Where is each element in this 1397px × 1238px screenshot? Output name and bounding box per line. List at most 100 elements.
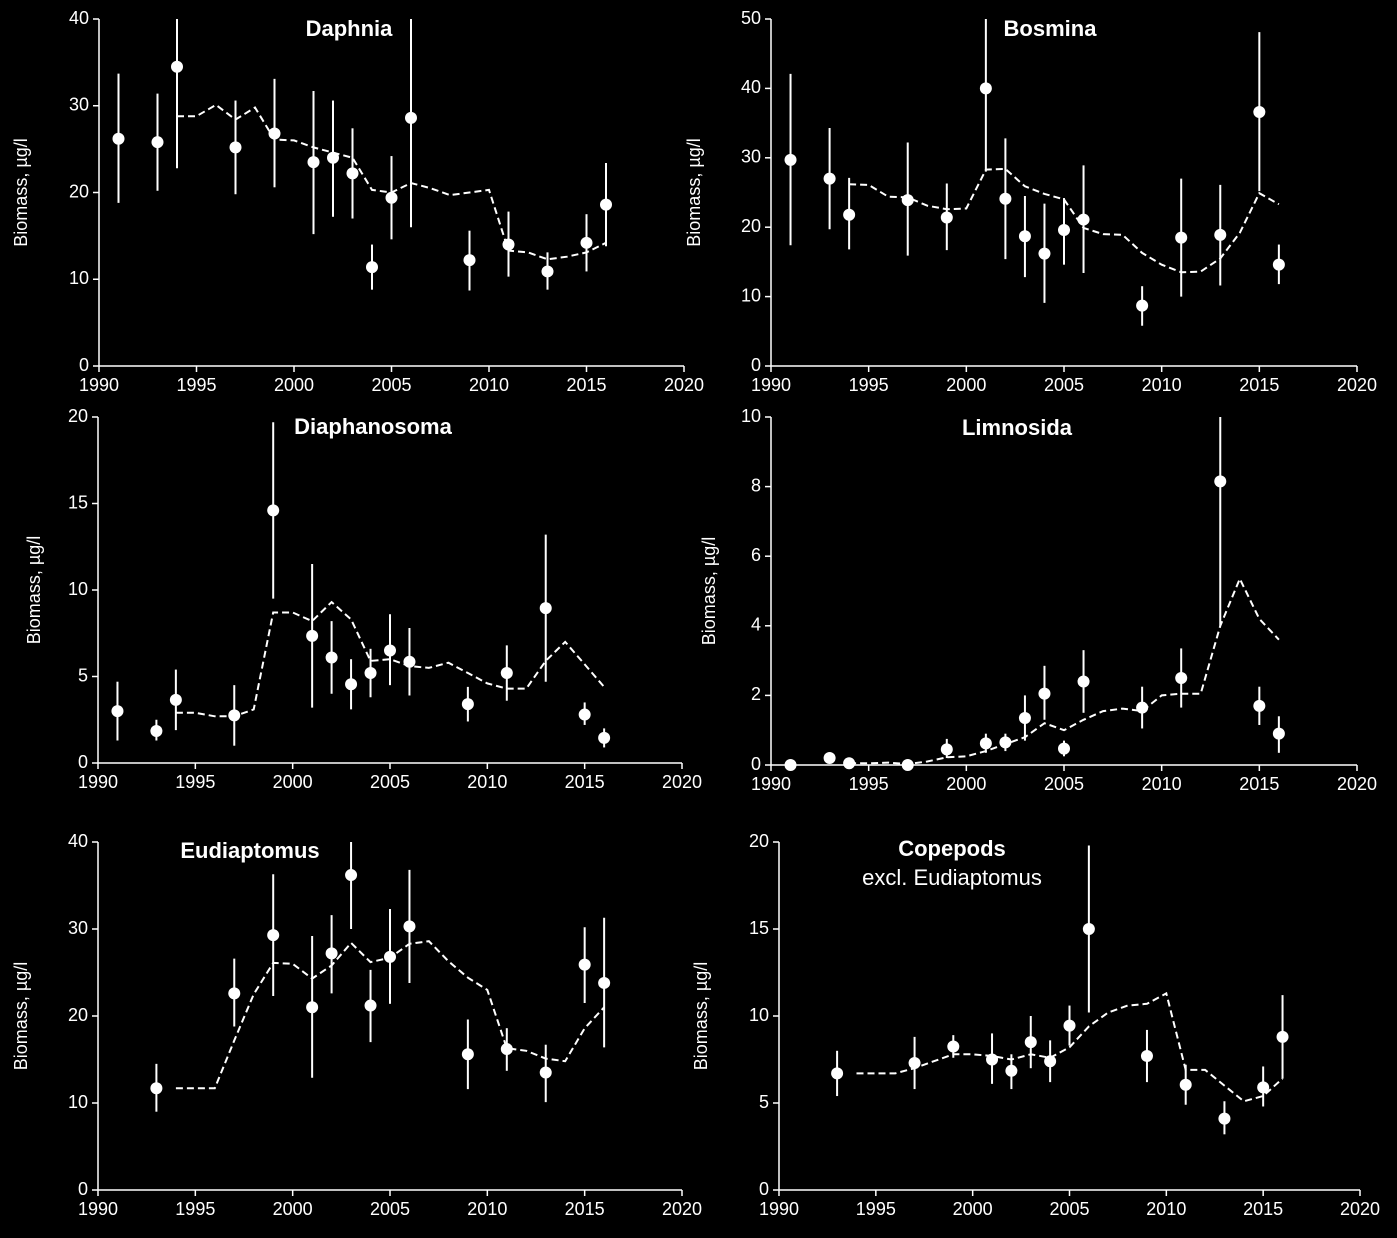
data-point <box>228 987 241 1000</box>
y-tick-label: 6 <box>751 545 761 565</box>
data-point <box>947 1040 960 1053</box>
data-point <box>1276 1030 1289 1043</box>
x-tick-label: 1990 <box>78 1199 118 1219</box>
data-point <box>580 236 593 249</box>
y-tick-label: 20 <box>68 406 88 426</box>
panel: 0 10 20 30 40 1990 1995 2000 2005 2010 2015 2020 Eud… <box>11 831 702 1219</box>
data-point <box>1018 712 1031 725</box>
data-point <box>500 1043 513 1056</box>
x-tick-label: 2015 <box>565 772 605 792</box>
data-point <box>346 167 359 180</box>
y-tick-label: 30 <box>741 147 761 167</box>
y-tick-label: 0 <box>78 1179 88 1199</box>
y-axis-label: Biomass, µg/l <box>11 962 31 1070</box>
data-point <box>1005 1064 1018 1077</box>
data-point <box>1175 672 1188 684</box>
y-tick-label: 10 <box>749 1005 769 1025</box>
x-tick-label: 2015 <box>1239 375 1279 395</box>
panel: 0 2 4 6 8 10 1990 1995 2000 2005 2010 2015 2020 Limno… <box>699 406 1377 794</box>
x-tick-label: 2020 <box>1337 375 1377 395</box>
data-point <box>901 759 914 771</box>
data-point <box>325 651 338 664</box>
y-tick-label: 0 <box>751 754 761 774</box>
x-tick-label: 2000 <box>274 375 314 395</box>
data-point <box>345 678 358 691</box>
x-tick-label: 1995 <box>175 1199 215 1219</box>
data-point <box>1018 230 1031 243</box>
x-tick-label: 1990 <box>751 375 791 395</box>
data-point <box>1058 223 1070 236</box>
data-point <box>1140 1050 1153 1063</box>
x-tick-label: 2005 <box>1049 1199 1089 1219</box>
y-tick-label: 50 <box>741 8 761 28</box>
data-point <box>1136 701 1149 714</box>
y-tick-label: 10 <box>68 1092 88 1112</box>
data-point <box>306 629 319 642</box>
data-point <box>986 1053 999 1066</box>
x-tick-label: 2005 <box>371 375 411 395</box>
x-tick-label: 2020 <box>1340 1199 1380 1219</box>
trend-line <box>175 600 605 718</box>
panel-title: Eudiaptomus <box>180 838 319 863</box>
y-tick-label: 10 <box>69 268 89 288</box>
data-point <box>500 667 513 680</box>
trend-line <box>856 991 1284 1103</box>
data-point <box>831 1067 844 1080</box>
data-point <box>1218 1112 1231 1125</box>
data-point <box>112 132 125 145</box>
data-point <box>405 111 417 124</box>
data-point <box>600 198 612 211</box>
panel-title: Diaphanosoma <box>294 414 452 439</box>
data-point <box>461 1048 474 1061</box>
data-point <box>541 265 554 278</box>
data-point <box>940 211 953 224</box>
data-point <box>268 127 281 140</box>
x-tick-label: 2010 <box>1142 774 1182 794</box>
x-tick-label: 2020 <box>664 375 704 395</box>
data-point <box>1082 923 1095 935</box>
data-point <box>364 999 377 1012</box>
data-point <box>843 208 856 221</box>
data-point <box>1214 475 1227 488</box>
data-point <box>364 667 377 680</box>
data-point <box>1044 1055 1057 1068</box>
y-tick-label: 40 <box>68 831 88 851</box>
x-tick-label: 2020 <box>1337 774 1377 794</box>
data-point <box>979 737 992 750</box>
y-axis-label: Biomass, µg/l <box>691 962 711 1070</box>
x-tick-label: 1990 <box>751 774 791 794</box>
data-point <box>327 151 339 164</box>
data-point <box>1257 1081 1270 1094</box>
data-point <box>1063 1019 1076 1032</box>
data-point <box>229 141 242 154</box>
data-point <box>784 759 797 771</box>
y-tick-label: 4 <box>751 615 761 635</box>
data-point <box>111 705 124 718</box>
data-point <box>1038 687 1051 700</box>
y-tick-label: 20 <box>741 216 761 236</box>
data-point <box>999 192 1012 205</box>
x-tick-label: 2005 <box>370 772 410 792</box>
y-axis-label: Biomass, µg/l <box>699 537 719 645</box>
data-point <box>1272 258 1285 271</box>
data-point <box>940 743 953 756</box>
panel-title: Copepods <box>898 836 1006 861</box>
data-point <box>1214 228 1227 241</box>
y-tick-label: 20 <box>749 831 769 851</box>
data-point <box>267 929 280 942</box>
data-point <box>150 724 163 737</box>
data-point <box>461 698 474 711</box>
x-tick-label: 2020 <box>662 772 702 792</box>
data-point <box>1024 1036 1037 1049</box>
panel: 0 5 10 15 20 1990 1995 2000 2005 2010 2015 2020 Diap… <box>24 406 702 792</box>
x-tick-label: 1990 <box>79 375 119 395</box>
data-point <box>823 752 836 765</box>
data-point <box>823 172 836 185</box>
panel: 0 10 20 30 40 50 1990 1995 2000 2005 2010 2015 2020 B… <box>684 8 1377 395</box>
data-point <box>151 136 164 149</box>
y-tick-label: 5 <box>78 665 88 685</box>
data-point <box>403 920 416 933</box>
data-point <box>463 254 476 267</box>
y-tick-label: 30 <box>68 918 88 938</box>
data-point <box>979 82 992 95</box>
